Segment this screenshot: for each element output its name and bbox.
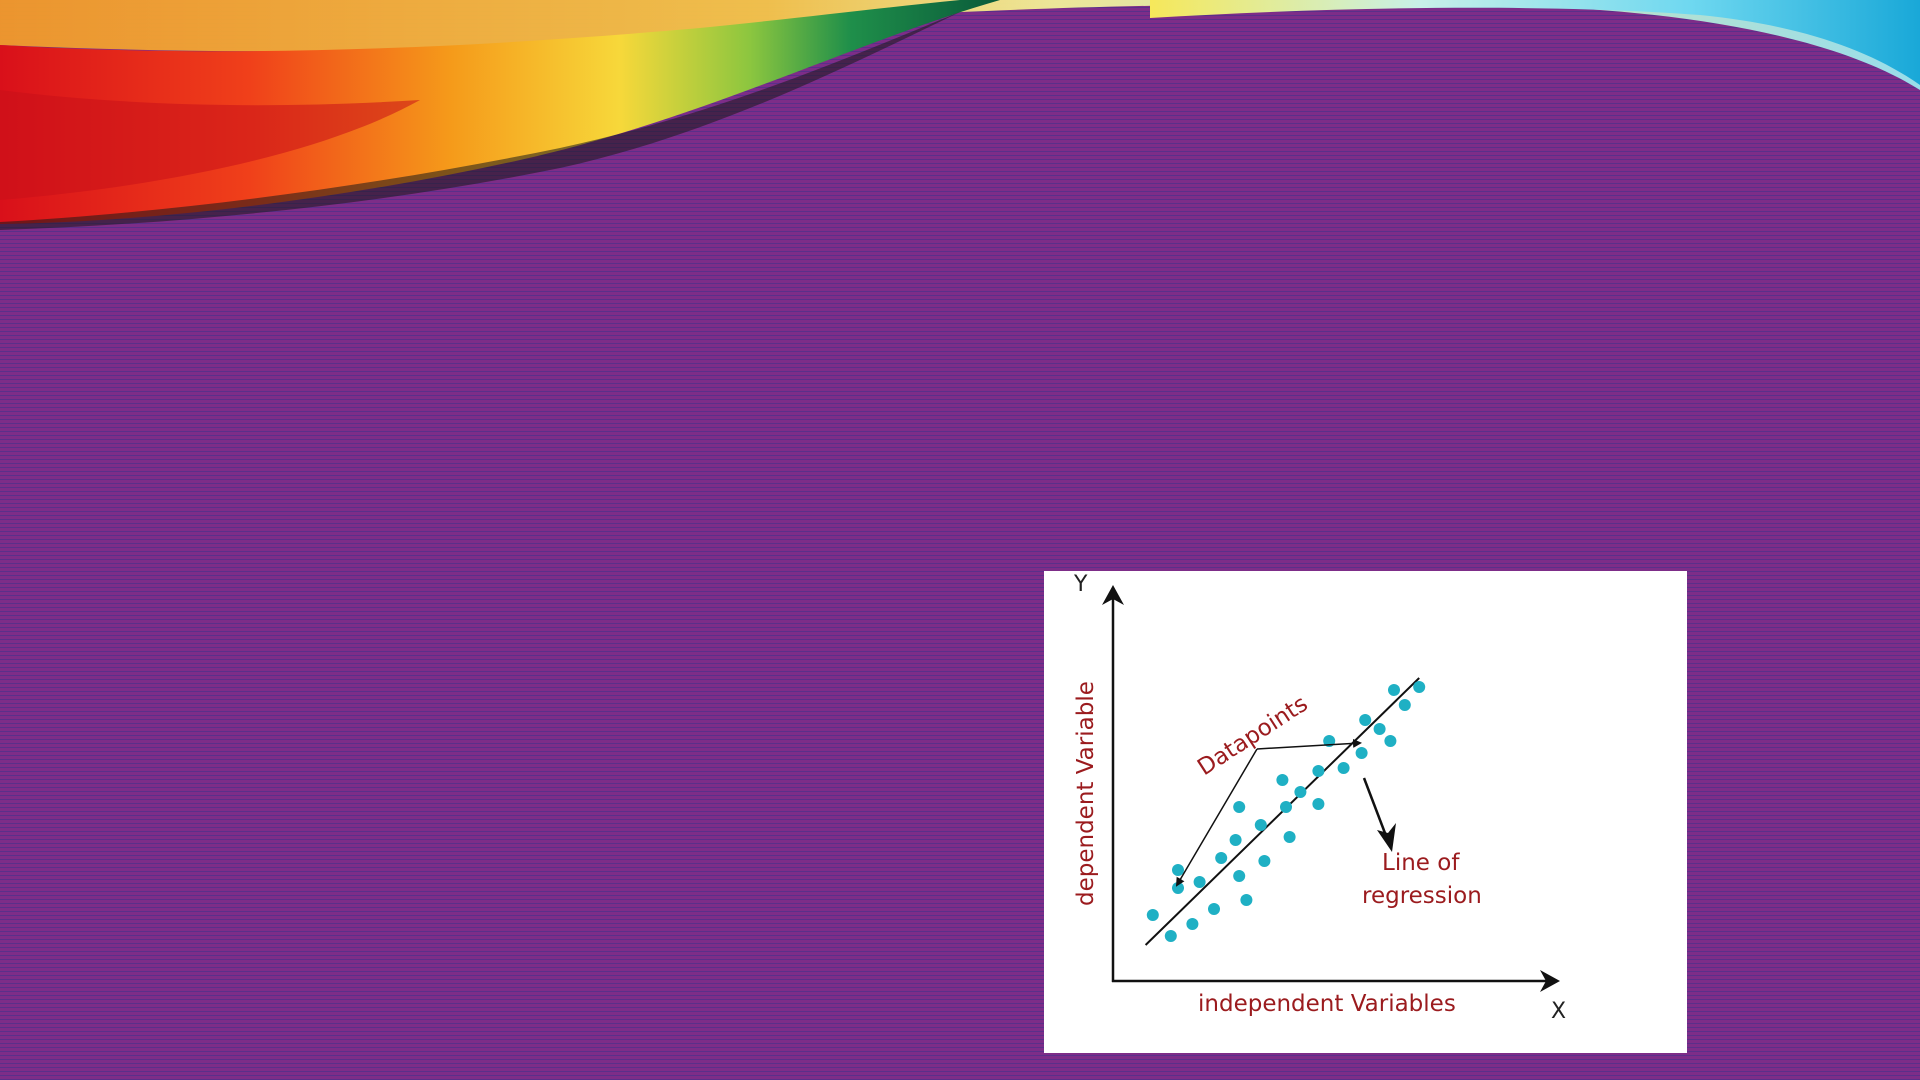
datapoint: [1240, 894, 1253, 906]
datapoint: [1146, 909, 1159, 921]
datapoint: [1280, 801, 1292, 813]
datapoint: [1355, 747, 1368, 759]
datapoint: [1312, 798, 1325, 810]
datapoint: [1186, 918, 1199, 930]
x-axis-arrowhead: [1540, 970, 1560, 992]
regression-label-line1: Line of: [1382, 850, 1460, 876]
datapoint: [1164, 930, 1177, 942]
datapoints-label: Datapoints: [1193, 691, 1312, 781]
regression-chart-svg: Y X dependent Variable independent Varia…: [1073, 572, 1566, 1024]
datapoint: [1413, 681, 1426, 693]
y-axis-label: dependent Variable: [1073, 681, 1099, 906]
y-axis-arrowhead: [1102, 585, 1124, 605]
y-axis-letter: Y: [1073, 572, 1088, 597]
x-axis-label: independent Variables: [1198, 991, 1456, 1017]
datapoint: [1373, 723, 1386, 735]
datapoints-group: [1146, 681, 1426, 942]
datapoint: [1294, 786, 1307, 798]
datapoint: [1312, 765, 1325, 777]
datapoint: [1398, 699, 1411, 711]
datapoint: [1254, 819, 1267, 831]
decorative-swoosh: [0, 0, 1920, 230]
datapoint: [1359, 714, 1372, 726]
x-axis-letter: X: [1551, 999, 1566, 1024]
datapoint: [1337, 762, 1350, 774]
datapoint: [1172, 864, 1184, 876]
datapoint: [1258, 855, 1271, 867]
datapoints-arrow-right: [1256, 738, 1362, 750]
datapoint: [1384, 735, 1397, 747]
datapoint: [1229, 834, 1242, 846]
datapoint: [1233, 801, 1246, 813]
datapoints-arrow-left: [1175, 748, 1258, 887]
datapoint: [1233, 870, 1246, 882]
regression-arrowhead: [1377, 823, 1396, 852]
datapoint: [1276, 774, 1289, 786]
regression-diagram: Y X dependent Variable independent Varia…: [1044, 571, 1687, 1053]
datapoint: [1215, 852, 1228, 864]
datapoint: [1193, 876, 1206, 888]
datapoint: [1283, 831, 1296, 843]
datapoint: [1208, 903, 1220, 915]
datapoint: [1388, 684, 1400, 696]
regression-label-line2: regression: [1362, 883, 1482, 909]
regression-arrow: [1362, 777, 1390, 842]
